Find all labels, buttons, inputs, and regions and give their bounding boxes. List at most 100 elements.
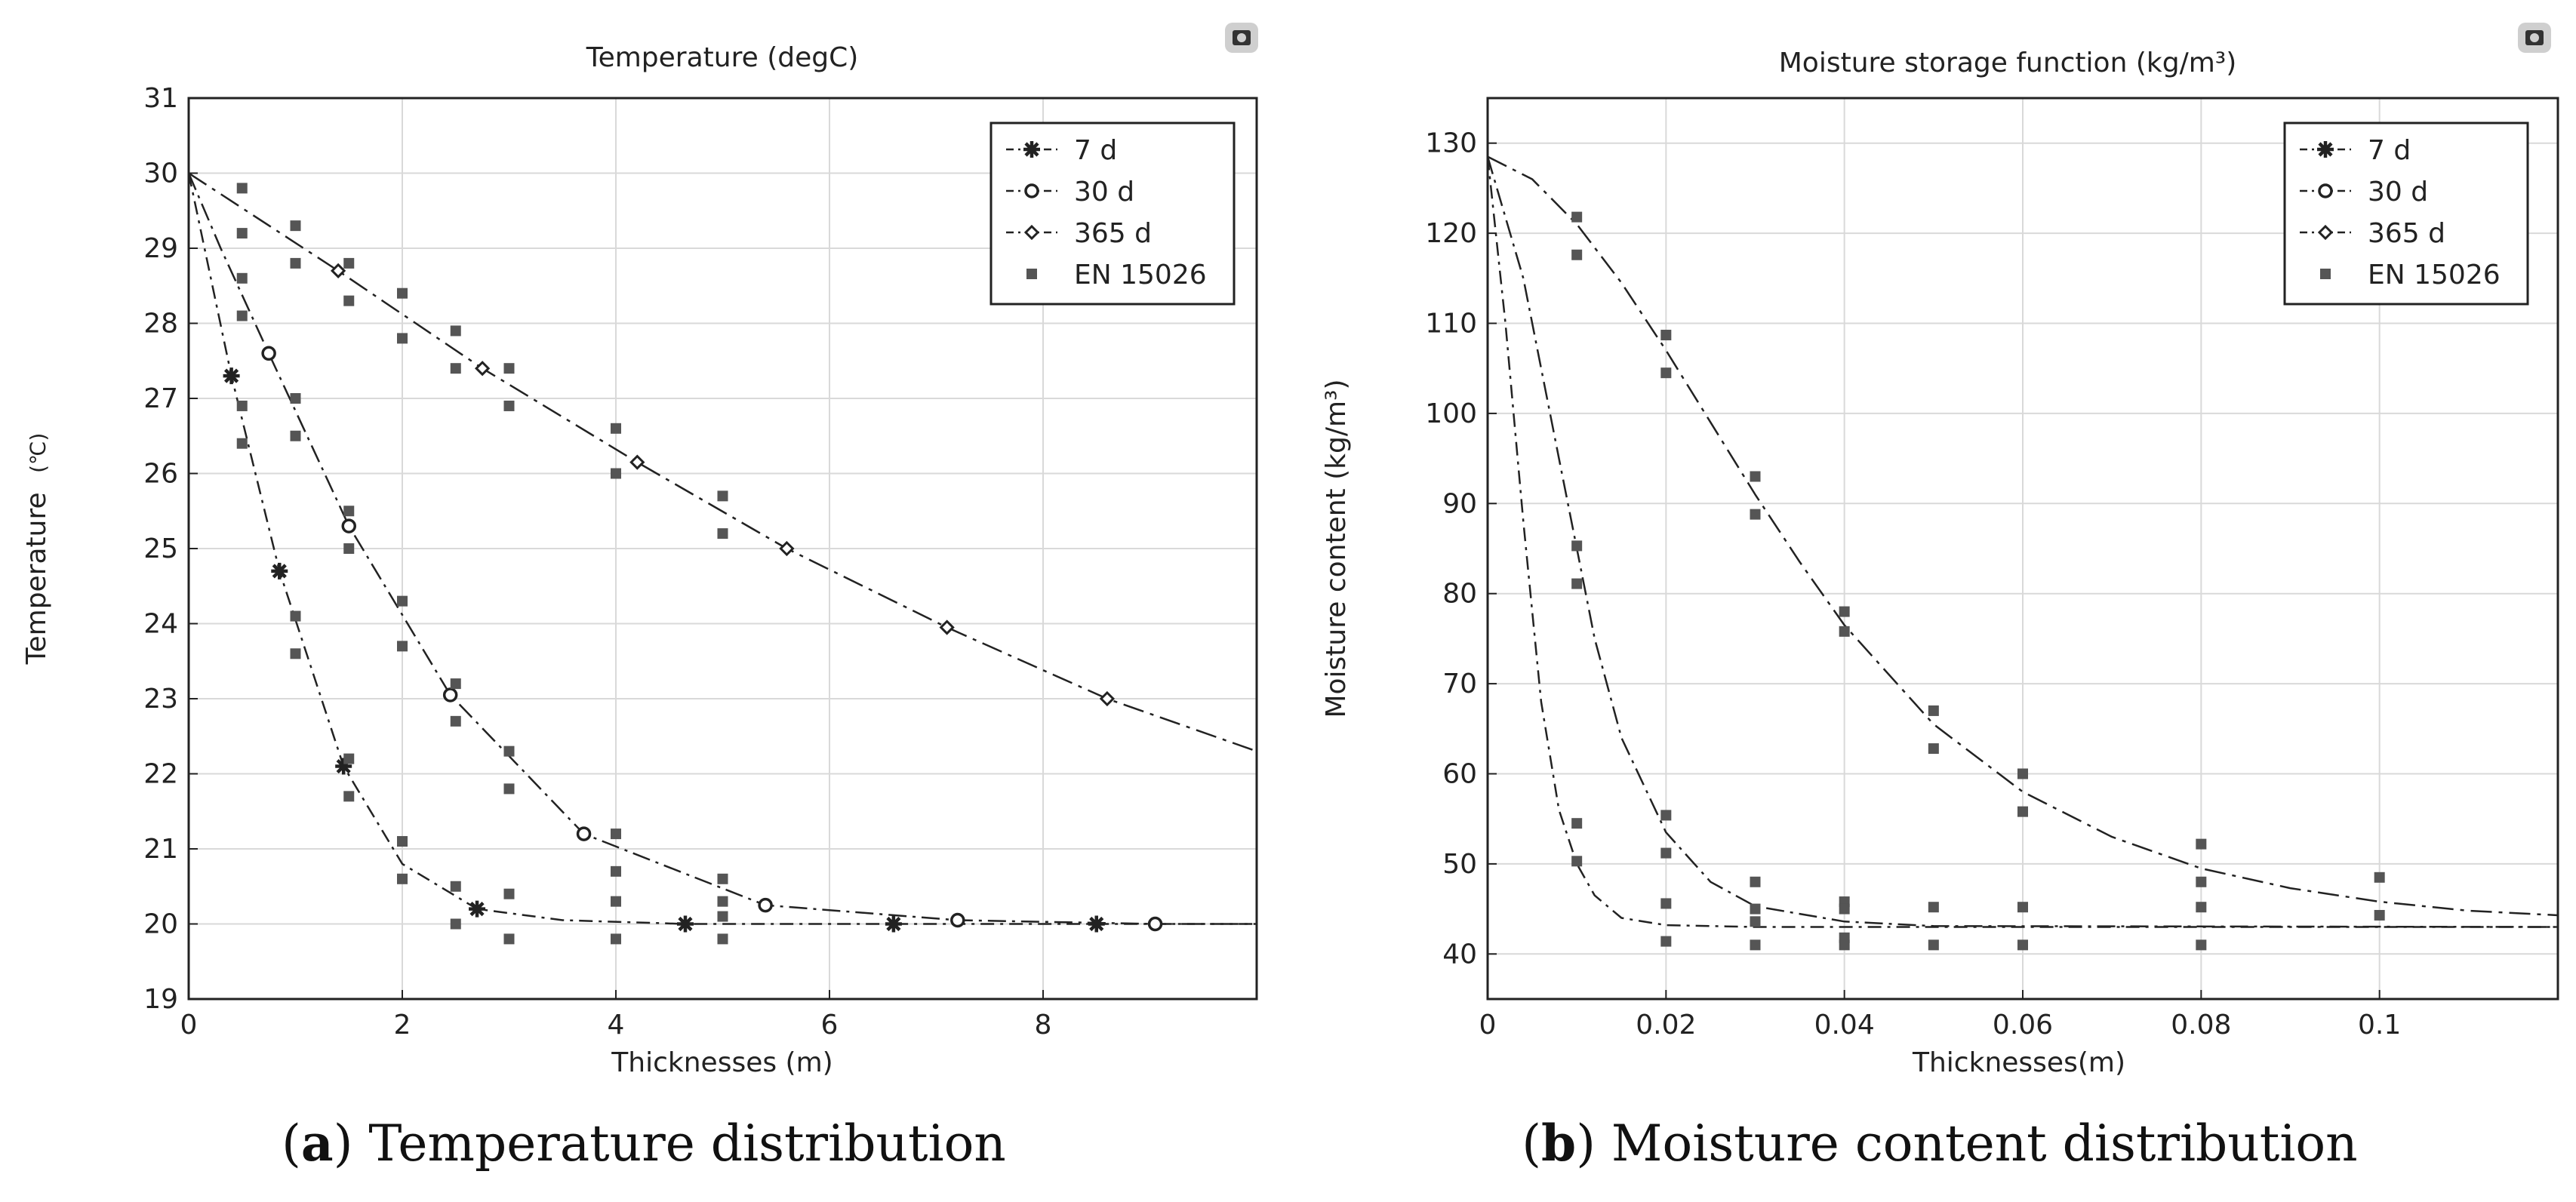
series-marker-7d xyxy=(677,916,694,933)
en15026-point xyxy=(397,641,408,652)
y-tick-label: 90 xyxy=(1442,488,1477,519)
legend-marker xyxy=(2317,141,2334,158)
en15026-point xyxy=(503,783,515,795)
x-tick-label: 0.02 xyxy=(1636,1010,1696,1041)
series-marker-30d xyxy=(442,687,458,702)
en15026-point xyxy=(1660,847,1672,859)
y-tick-label: 70 xyxy=(1442,669,1477,699)
chart-b-xlabel: Thicknesses(m) xyxy=(1912,1047,2125,1078)
y-tick-label: 25 xyxy=(143,533,178,564)
chart-b-ylabel: Moisture content (kg/m³) xyxy=(1321,379,1352,718)
en15026-point xyxy=(236,310,248,321)
x-tick-label: 0.1 xyxy=(2358,1010,2401,1041)
en15026-point xyxy=(1571,249,1583,260)
y-tick-label: 20 xyxy=(143,909,178,940)
en15026-point xyxy=(503,888,515,899)
chart-a-title: Temperature (degC) xyxy=(586,42,859,73)
x-tick-label: 0.04 xyxy=(1814,1010,1875,1041)
en15026-point xyxy=(1839,626,1850,637)
en15026-point xyxy=(343,295,355,306)
en15026-point xyxy=(236,438,248,449)
en15026-point xyxy=(450,325,461,337)
en15026-point xyxy=(397,595,408,607)
x-tick-label: 2 xyxy=(394,1010,411,1041)
chart-a-xlabel: Thicknesses (m) xyxy=(611,1047,833,1078)
en15026-point xyxy=(2017,768,2028,779)
series-marker-30d xyxy=(261,346,276,361)
en15026-point xyxy=(2374,909,2385,921)
chart-a-camera-icon[interactable] xyxy=(1225,23,1258,53)
x-tick-label: 0.08 xyxy=(2171,1010,2231,1041)
y-tick-label: 21 xyxy=(143,834,178,865)
chart-b-legend: 7 d 30 d 365 d EN 15026 xyxy=(2283,121,2529,306)
en15026-point xyxy=(1750,903,1761,915)
en15026-point xyxy=(343,506,355,517)
en15026-point xyxy=(1928,705,1939,716)
en15026-point xyxy=(1839,903,1850,915)
en15026-point xyxy=(2196,838,2207,850)
series-marker-30d xyxy=(1147,916,1163,932)
en15026-point xyxy=(450,881,461,892)
en15026-point xyxy=(1571,856,1583,867)
legend-label: EN 15026 xyxy=(2368,260,2501,291)
series-marker-365d xyxy=(629,455,645,470)
series-marker-30d xyxy=(950,912,965,928)
series-marker-365d xyxy=(331,263,346,278)
chart-moisture: Moisture storage function (kg/m³) 0 0.02 0… xyxy=(1321,23,2559,1078)
en15026-point xyxy=(1750,939,1761,951)
legend-label: 365 d xyxy=(2368,218,2445,249)
en15026-point xyxy=(1571,578,1583,589)
en15026-point xyxy=(450,363,461,374)
y-tick-label: 26 xyxy=(143,459,178,490)
legend-marker xyxy=(2318,183,2333,198)
en15026-point xyxy=(503,933,515,945)
series-marker-7d xyxy=(469,901,485,918)
y-tick-label: 24 xyxy=(143,609,178,640)
legend-marker xyxy=(1023,141,1040,158)
x-tick-label: 0 xyxy=(1479,1010,1497,1041)
en15026-point xyxy=(1660,898,1672,909)
x-tick-label: 0 xyxy=(180,1010,198,1041)
y-tick-label: 23 xyxy=(143,684,178,715)
en15026-point xyxy=(2196,876,2207,887)
en15026-point xyxy=(1660,367,1672,379)
en15026-point xyxy=(717,933,728,945)
en15026-point xyxy=(1928,939,1939,951)
x-tick-label: 4 xyxy=(608,1010,625,1041)
legend-marker xyxy=(1024,183,1039,198)
y-tick-label: 22 xyxy=(143,759,178,790)
x-tick-label: 6 xyxy=(821,1010,839,1041)
en15026-point xyxy=(717,896,728,907)
en15026-point xyxy=(1750,509,1761,520)
en15026-point xyxy=(1571,818,1583,829)
y-tick-label: 130 xyxy=(1425,128,1477,159)
caption-a-text: Temperature distribution xyxy=(352,1114,1005,1173)
legend-label: 30 d xyxy=(2368,177,2428,208)
en15026-point xyxy=(611,933,621,945)
en15026-point xyxy=(2017,806,2028,817)
en15026-point xyxy=(450,678,461,690)
en15026-point xyxy=(236,400,248,411)
en15026-point xyxy=(1750,916,1761,927)
legend-marker xyxy=(1026,269,1037,279)
y-tick-label: 100 xyxy=(1425,398,1477,429)
chart-a-legend: 7 d 30 d 365 d EN 15026 xyxy=(989,121,1236,306)
en15026-point xyxy=(450,715,461,727)
en15026-point xyxy=(611,423,621,434)
caption-a: (a) Temperature distribution xyxy=(282,1114,1006,1173)
en15026-point xyxy=(611,468,621,479)
en15026-point xyxy=(717,873,728,884)
chart-b-camera-icon[interactable] xyxy=(2518,23,2551,53)
series-marker-30d xyxy=(758,897,773,913)
legend-marker xyxy=(2320,269,2331,279)
en15026-point xyxy=(503,745,515,757)
en15026-point xyxy=(717,490,728,502)
legend-label: 30 d xyxy=(1074,177,1134,208)
en15026-point xyxy=(1928,743,1939,755)
en15026-point xyxy=(1660,330,1672,341)
en15026-point xyxy=(397,287,408,299)
series-line-7d xyxy=(1486,156,2558,928)
series-line-30d xyxy=(187,173,1257,925)
en15026-point xyxy=(2017,902,2028,913)
series-marker-7d xyxy=(223,367,240,384)
